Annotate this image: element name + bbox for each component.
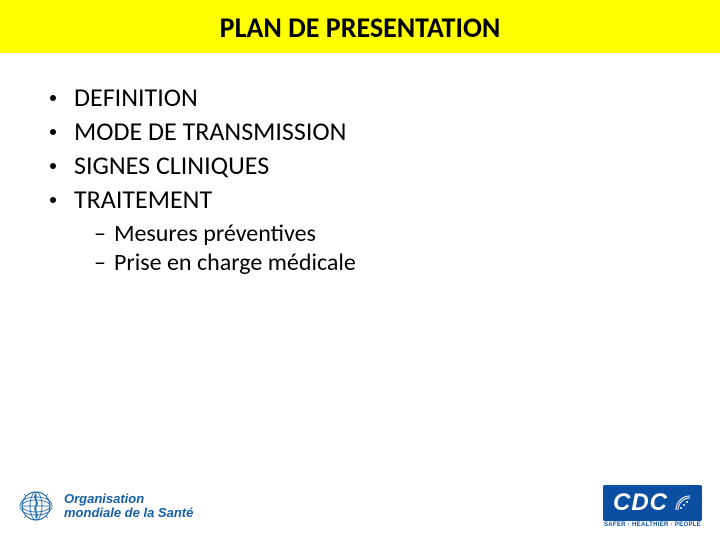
dash-icon: – [94, 248, 106, 277]
who-line2: mondiale de la Santé [64, 506, 193, 520]
title-bar: PLAN DE PRESENTATION [0, 0, 720, 53]
sub-bullet-item: – Mesures préventives [94, 219, 670, 248]
bullet-text: SIGNES CLINIQUES [74, 149, 269, 181]
cdc-logo: CDC SAFER · HEALTHIER · PEOPLE [603, 485, 702, 528]
cdc-tagline: SAFER · HEALTHIER · PEOPLE [604, 522, 701, 528]
bullet-text: TRAITEMENT [74, 183, 212, 215]
bullet-item: TRAITEMENT [50, 183, 670, 215]
who-emblem-icon [14, 484, 58, 528]
sub-bullet-text: Prise en charge médicale [114, 248, 356, 277]
bullet-dot-icon [50, 129, 56, 135]
bullet-text: MODE DE TRANSMISSION [74, 115, 346, 147]
cdc-arc-icon [674, 494, 692, 512]
sub-bullet-item: – Prise en charge médicale [94, 248, 670, 277]
cdc-label: CDC [613, 489, 668, 517]
bullet-dot-icon [50, 95, 56, 101]
bullet-dot-icon [50, 197, 56, 203]
bullet-text: DEFINITION [74, 81, 198, 113]
bullet-item: MODE DE TRANSMISSION [50, 115, 670, 147]
content-area: DEFINITION MODE DE TRANSMISSION SIGNES C… [0, 53, 720, 277]
sub-bullet-text: Mesures préventives [114, 219, 316, 248]
who-logo: Organisation mondiale de la Santé [14, 484, 193, 528]
who-line1: Organisation [64, 492, 193, 506]
bullet-item: DEFINITION [50, 81, 670, 113]
who-text: Organisation mondiale de la Santé [64, 492, 193, 519]
dash-icon: – [94, 219, 106, 248]
bullet-item: SIGNES CLINIQUES [50, 149, 670, 181]
slide-title: PLAN DE PRESENTATION [220, 10, 501, 45]
footer: Organisation mondiale de la Santé CDC SA… [0, 484, 720, 528]
bullet-dot-icon [50, 163, 56, 169]
sub-bullet-list: – Mesures préventives – Prise en charge … [94, 219, 670, 277]
cdc-box: CDC [603, 485, 702, 521]
bullet-list: DEFINITION MODE DE TRANSMISSION SIGNES C… [50, 81, 670, 215]
